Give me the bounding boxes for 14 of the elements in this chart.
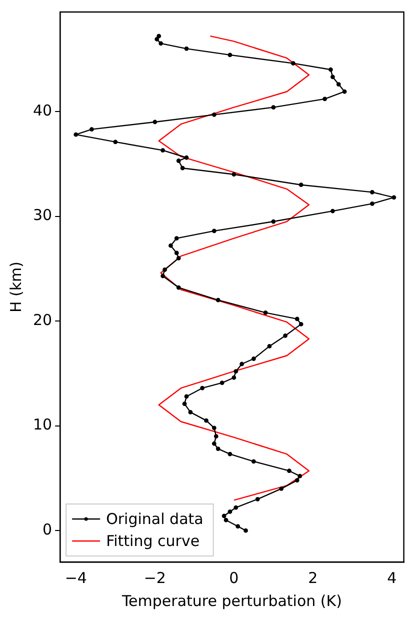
- y-axis-title: H (km): [6, 261, 25, 313]
- y-tick-label: 20: [32, 310, 52, 329]
- y-tick-label: 0: [42, 520, 52, 538]
- x-tick-label: 4: [387, 568, 397, 587]
- legend-label: Original data: [106, 510, 204, 528]
- y-tick-label: 10: [32, 416, 52, 434]
- x-tick-label: −4: [64, 568, 87, 587]
- x-tick-label: 2: [308, 568, 318, 587]
- x-tick-label: −2: [144, 568, 166, 587]
- y-tick-label: 40: [32, 101, 52, 120]
- legend-label: Fitting curve: [106, 532, 200, 550]
- y-tick-label: 30: [32, 206, 52, 224]
- x-tick-label: 0: [229, 568, 239, 587]
- x-axis-title: Temperature perturbation (K): [120, 592, 342, 610]
